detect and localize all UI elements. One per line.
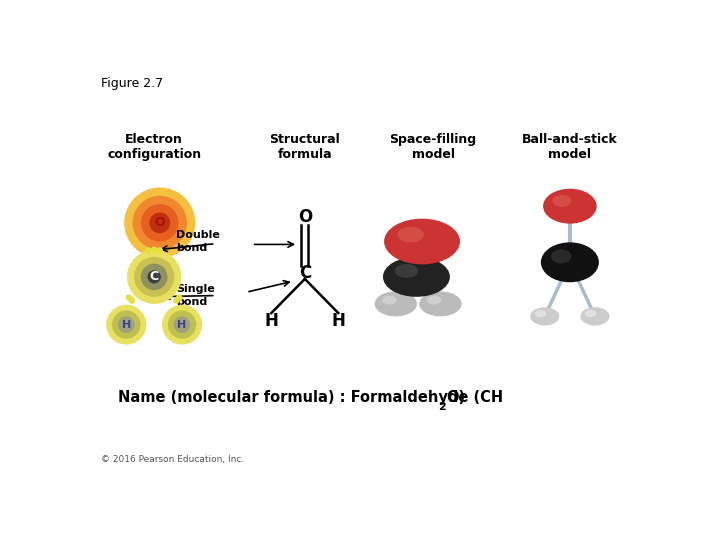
Ellipse shape [141,264,168,290]
Ellipse shape [541,242,599,282]
Text: H: H [264,312,279,329]
Text: O: O [297,207,312,226]
Text: 2: 2 [438,402,446,411]
Ellipse shape [134,257,174,297]
Ellipse shape [174,316,190,333]
Ellipse shape [127,250,181,304]
Ellipse shape [552,195,571,207]
Text: Structural
formula: Structural formula [269,133,341,161]
Text: C: C [299,264,311,282]
Ellipse shape [112,310,140,339]
Text: H: H [331,312,346,329]
Ellipse shape [535,310,546,318]
Text: Double
bond: Double bond [176,231,220,253]
Ellipse shape [141,204,179,241]
Ellipse shape [382,296,397,305]
Ellipse shape [427,296,441,305]
Ellipse shape [149,212,170,233]
Ellipse shape [585,310,596,318]
Ellipse shape [156,247,163,254]
Text: Electron
configuration: Electron configuration [107,133,201,161]
Ellipse shape [132,196,187,250]
Ellipse shape [124,187,195,258]
Text: Figure 2.7: Figure 2.7 [101,77,163,90]
Ellipse shape [397,227,424,242]
Ellipse shape [419,292,462,316]
Text: © 2016 Pearson Education, Inc.: © 2016 Pearson Education, Inc. [101,455,244,464]
Ellipse shape [106,305,146,345]
Text: C: C [150,271,158,284]
Text: Single
bond: Single bond [176,285,215,307]
Ellipse shape [530,307,559,326]
Ellipse shape [374,292,417,316]
Text: O): O) [446,390,465,405]
Ellipse shape [543,188,597,224]
Text: Name (molecular formula) : Formaldehyde (CH: Name (molecular formula) : Formaldehyde … [118,390,503,405]
Ellipse shape [551,249,572,264]
Ellipse shape [128,297,135,304]
Ellipse shape [383,257,450,297]
Ellipse shape [173,297,180,304]
Ellipse shape [126,294,132,301]
Text: H: H [177,320,186,330]
Ellipse shape [145,247,152,254]
Ellipse shape [176,294,183,301]
Text: Space-filling
model: Space-filling model [390,133,477,161]
Ellipse shape [580,307,610,326]
Ellipse shape [150,246,158,253]
Text: H: H [122,320,131,330]
Text: O: O [154,217,165,230]
Ellipse shape [168,310,197,339]
Ellipse shape [384,219,460,265]
Ellipse shape [162,305,202,345]
Text: Ball-and-stick
model: Ball-and-stick model [522,133,618,161]
Ellipse shape [395,264,418,278]
Ellipse shape [118,316,135,333]
Ellipse shape [148,270,161,284]
